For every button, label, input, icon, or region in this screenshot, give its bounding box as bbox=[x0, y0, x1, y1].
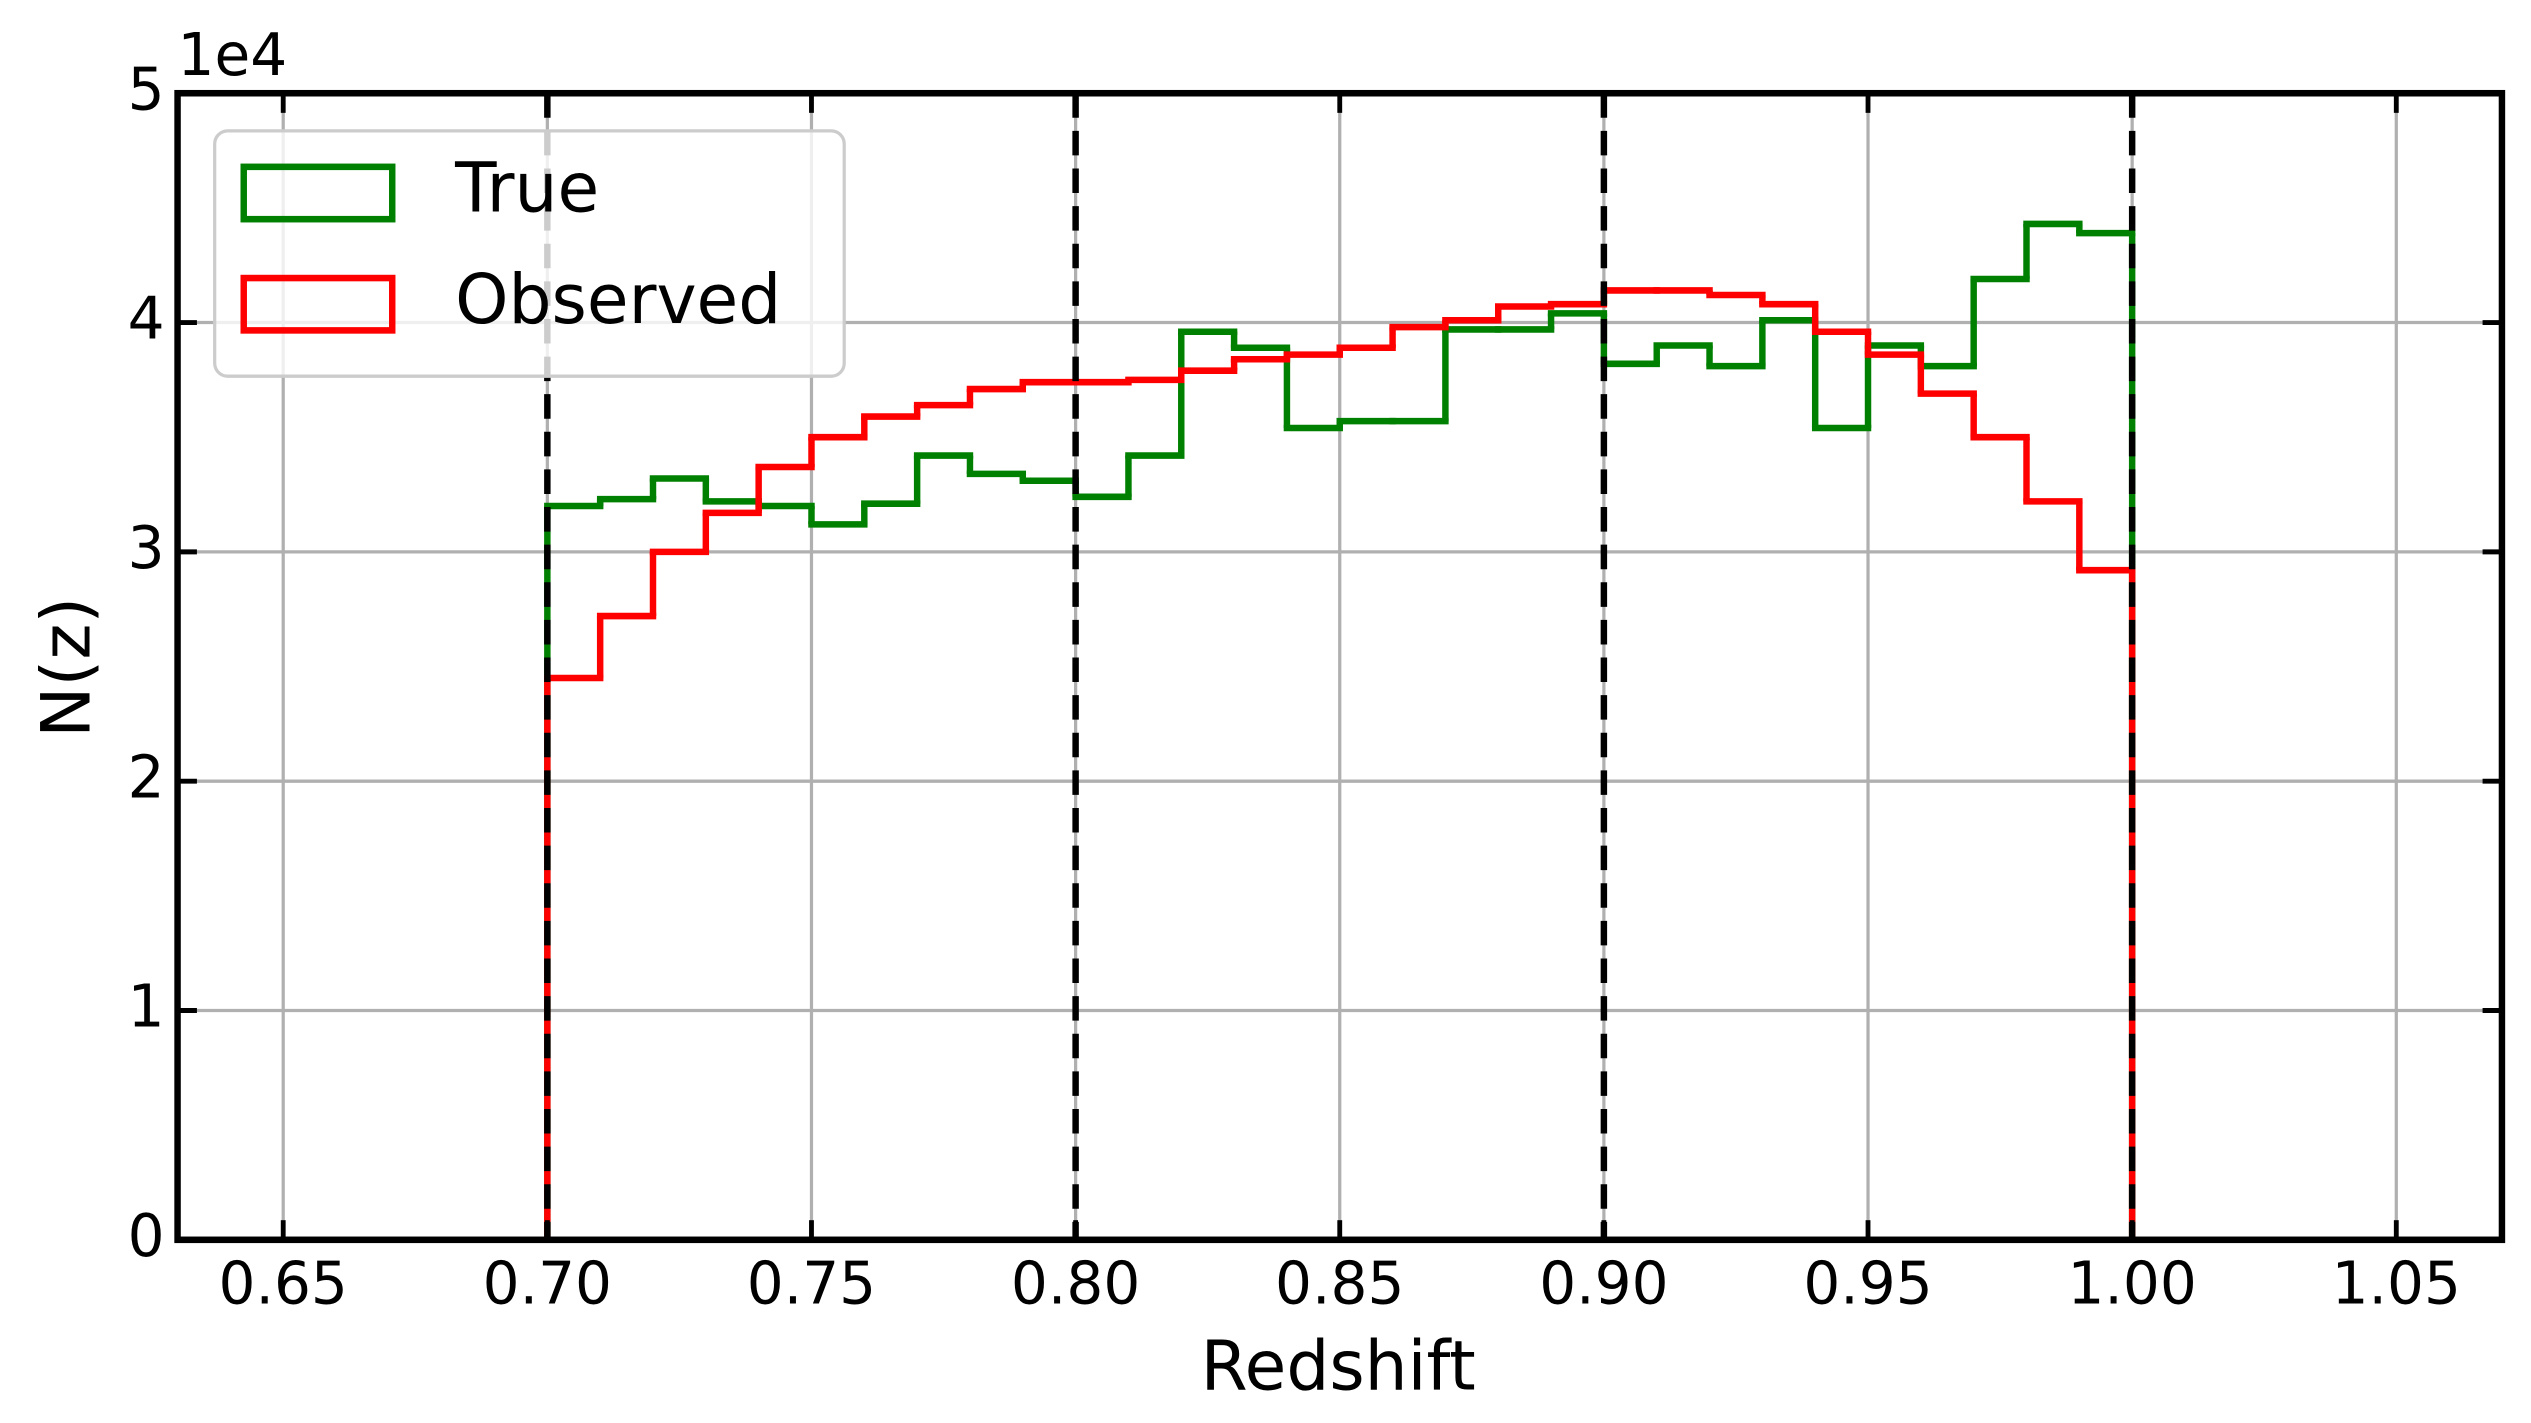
x-tick-label: 0.80 bbox=[1011, 1249, 1140, 1317]
x-tick-label: 0.70 bbox=[483, 1249, 612, 1317]
x-axis-label: Redshift bbox=[1201, 1327, 1476, 1407]
y-tick-label: 2 bbox=[128, 743, 165, 811]
legend-swatch bbox=[240, 163, 396, 223]
y-tick-label: 0 bbox=[128, 1202, 165, 1270]
y-axis-label: N(z) bbox=[28, 597, 106, 738]
plot-area bbox=[544, 93, 2136, 1240]
legend-swatch bbox=[240, 274, 396, 334]
legend: True Observed bbox=[213, 129, 846, 378]
x-tick-label: 0.95 bbox=[1803, 1249, 1932, 1317]
x-tick-label: 0.75 bbox=[747, 1249, 876, 1317]
legend-box bbox=[213, 129, 846, 378]
y-tick-label: 3 bbox=[128, 514, 165, 582]
x-tick-label: 0.90 bbox=[1539, 1249, 1668, 1317]
axes-frame bbox=[174, 89, 2506, 1244]
y-tick-label: 4 bbox=[128, 284, 165, 352]
x-tick-label: 1.00 bbox=[2067, 1249, 2196, 1317]
x-tick-label: 0.85 bbox=[1275, 1249, 1404, 1317]
y-tick-label: 1 bbox=[128, 972, 165, 1040]
y-tick-label: 5 bbox=[128, 55, 165, 123]
legend-label: Observed bbox=[455, 260, 781, 340]
axes: 0.65 0.70 0.75 0.80 0.85 0.90 0.95 1.00 1.05 0 1 2 3… bbox=[128, 55, 2506, 1318]
x-tick-label: 0.65 bbox=[219, 1249, 348, 1317]
legend-label: True bbox=[454, 149, 599, 229]
y-offset-label: 1e4 bbox=[178, 21, 288, 89]
x-tick-label: 1.05 bbox=[2332, 1249, 2461, 1317]
